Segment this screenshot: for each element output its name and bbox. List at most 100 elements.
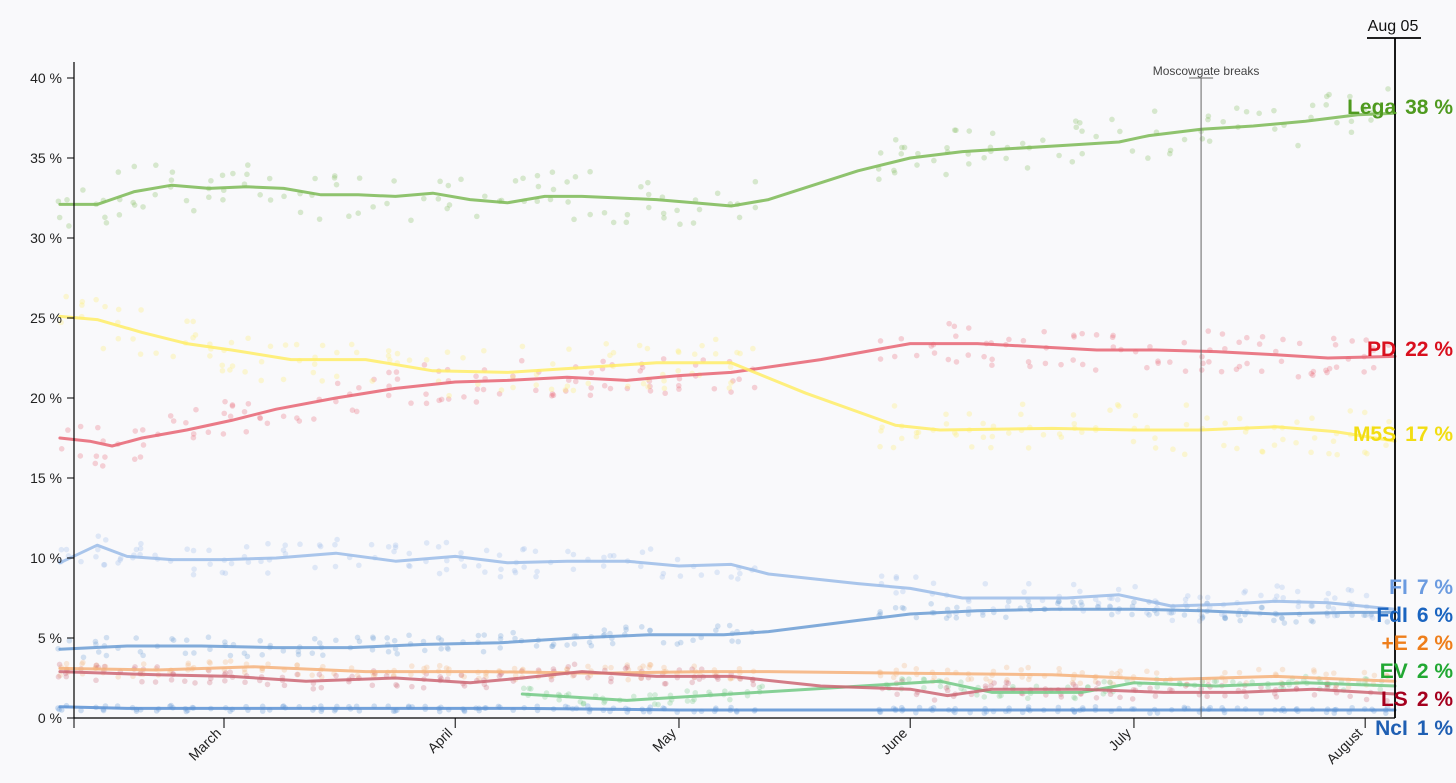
poll-dot-ev xyxy=(981,694,988,700)
poll-dot-ev xyxy=(1071,694,1077,701)
poll-dot-lega xyxy=(1024,165,1031,171)
poll-dot-m5s xyxy=(311,361,318,367)
poll-dot-pd xyxy=(385,392,392,399)
poll-dot-e xyxy=(80,659,86,666)
poll-dot-lega xyxy=(1205,113,1212,119)
poll-dot-m5s xyxy=(1116,403,1122,409)
poll-dot-fi xyxy=(1309,603,1316,609)
poll-dot-fi xyxy=(1077,588,1083,595)
poll-dot-m5s xyxy=(969,444,975,450)
poll-dot-nci xyxy=(318,708,325,715)
poll-dot-pd xyxy=(102,454,108,460)
poll-dot-pd xyxy=(474,386,481,392)
poll-dot-lega xyxy=(1019,140,1026,147)
poll-dot-lega xyxy=(66,223,72,229)
poll-dot-pd xyxy=(1155,360,1161,366)
poll-dot-e xyxy=(1025,676,1032,683)
poll-dot-pd xyxy=(193,406,199,413)
poll-dot-lega xyxy=(169,169,176,175)
poll-dot-fdi xyxy=(333,637,339,644)
poll-dot-lega xyxy=(445,182,452,189)
poll-dot-fdi xyxy=(1281,620,1288,626)
poll-dot-m5s xyxy=(636,342,643,349)
y-tick-label: 10 % xyxy=(30,550,62,566)
poll-dot-m5s xyxy=(675,349,682,356)
poll-dot-pd xyxy=(436,397,442,404)
poll-dot-fi xyxy=(610,552,617,559)
poll-dot-lega xyxy=(915,150,921,157)
poll-dot-pd xyxy=(229,402,236,408)
x-tick-label: April xyxy=(424,725,455,756)
poll-dot-pd xyxy=(945,356,952,363)
poll-dot-e xyxy=(1025,664,1031,671)
poll-dot-fi xyxy=(1345,586,1352,593)
poll-dot-e xyxy=(1385,673,1392,680)
poll-dot-fdi xyxy=(690,637,696,644)
poll-dot-fi xyxy=(660,570,667,577)
poll-dot-m5s xyxy=(319,378,325,384)
poll-dot-pd xyxy=(93,453,100,459)
poll-dot-e xyxy=(1107,679,1113,685)
series-line-ls xyxy=(58,670,1397,698)
poll-dot-e xyxy=(1077,680,1084,687)
poll-dot-ev xyxy=(601,699,607,706)
poll-dot-fi xyxy=(58,546,65,553)
poll-dot-ls xyxy=(571,661,578,668)
series-line-e xyxy=(58,665,1397,683)
poll-dot-fdi xyxy=(369,646,376,653)
poll-dot-fi xyxy=(133,546,140,553)
poll-dot-ev xyxy=(651,701,658,707)
poll-dot-ev xyxy=(996,693,1003,699)
poll-dot-nci xyxy=(1154,710,1161,716)
poll-dot-ev xyxy=(1025,695,1031,702)
poll-dot-lega xyxy=(1233,105,1240,111)
poll-dot-ls xyxy=(181,678,188,684)
poll-dot-ls xyxy=(242,679,248,686)
series-line-pd xyxy=(58,342,1397,448)
poll-dot-lega xyxy=(482,193,488,200)
poll-dot-pd xyxy=(1363,337,1369,343)
poll-dot-fdi xyxy=(392,645,399,652)
poll-dot-fi xyxy=(600,563,607,569)
poll-dot-lega xyxy=(116,212,123,218)
poll-dot-fi xyxy=(206,547,212,554)
poll-dot-lega xyxy=(696,206,703,213)
poll-dot-lega xyxy=(446,202,453,208)
poll-dot-m5s xyxy=(1058,434,1065,441)
poll-dot-lega xyxy=(877,150,884,156)
poll-dot-fi xyxy=(219,569,226,576)
poll-dot-fi xyxy=(102,537,109,543)
poll-dot-lega xyxy=(131,163,138,170)
poll-dot-fi xyxy=(117,557,123,563)
poll-dot-fdi xyxy=(316,640,323,646)
poll-dot-fi xyxy=(138,540,144,547)
poll-dot-ev xyxy=(556,697,562,703)
poll-dot-pd xyxy=(601,382,608,389)
poll-dot-e xyxy=(294,662,300,669)
y-tick-label: 15 % xyxy=(30,470,62,486)
poll-dot-lega xyxy=(892,136,899,143)
poll-dot-fi xyxy=(1197,594,1203,601)
poll-dots xyxy=(55,86,1392,716)
poll-dot-lega xyxy=(1326,91,1332,98)
poll-dot-pd xyxy=(953,333,959,339)
poll-dot-fi xyxy=(407,563,413,570)
poll-dot-m5s xyxy=(953,432,960,438)
poll-dot-fdi xyxy=(928,600,934,607)
poll-dot-fdi xyxy=(1107,603,1113,610)
series-line-nci xyxy=(58,705,1397,712)
poll-dot-fi xyxy=(312,564,318,571)
poll-dot-pd xyxy=(221,410,228,417)
poll-dot-fi xyxy=(496,552,503,558)
poll-dot-m5s xyxy=(102,303,108,310)
poll-dot-fi xyxy=(893,590,899,596)
axes: 0 % 5 % 10 % 15 % 20 % 25 % 30 % 35 % 40 % March A… xyxy=(30,62,1395,767)
poll-dot-fdi xyxy=(674,641,681,647)
poll-dot-m5s xyxy=(227,367,233,373)
poll-dot-fi xyxy=(1294,588,1301,595)
poll-dot-fi xyxy=(982,580,989,587)
poll-dot-pd xyxy=(639,364,646,371)
poll-dot-ev xyxy=(974,692,980,698)
poll-dot-fi xyxy=(930,580,937,587)
poll-dot-e xyxy=(318,674,325,680)
